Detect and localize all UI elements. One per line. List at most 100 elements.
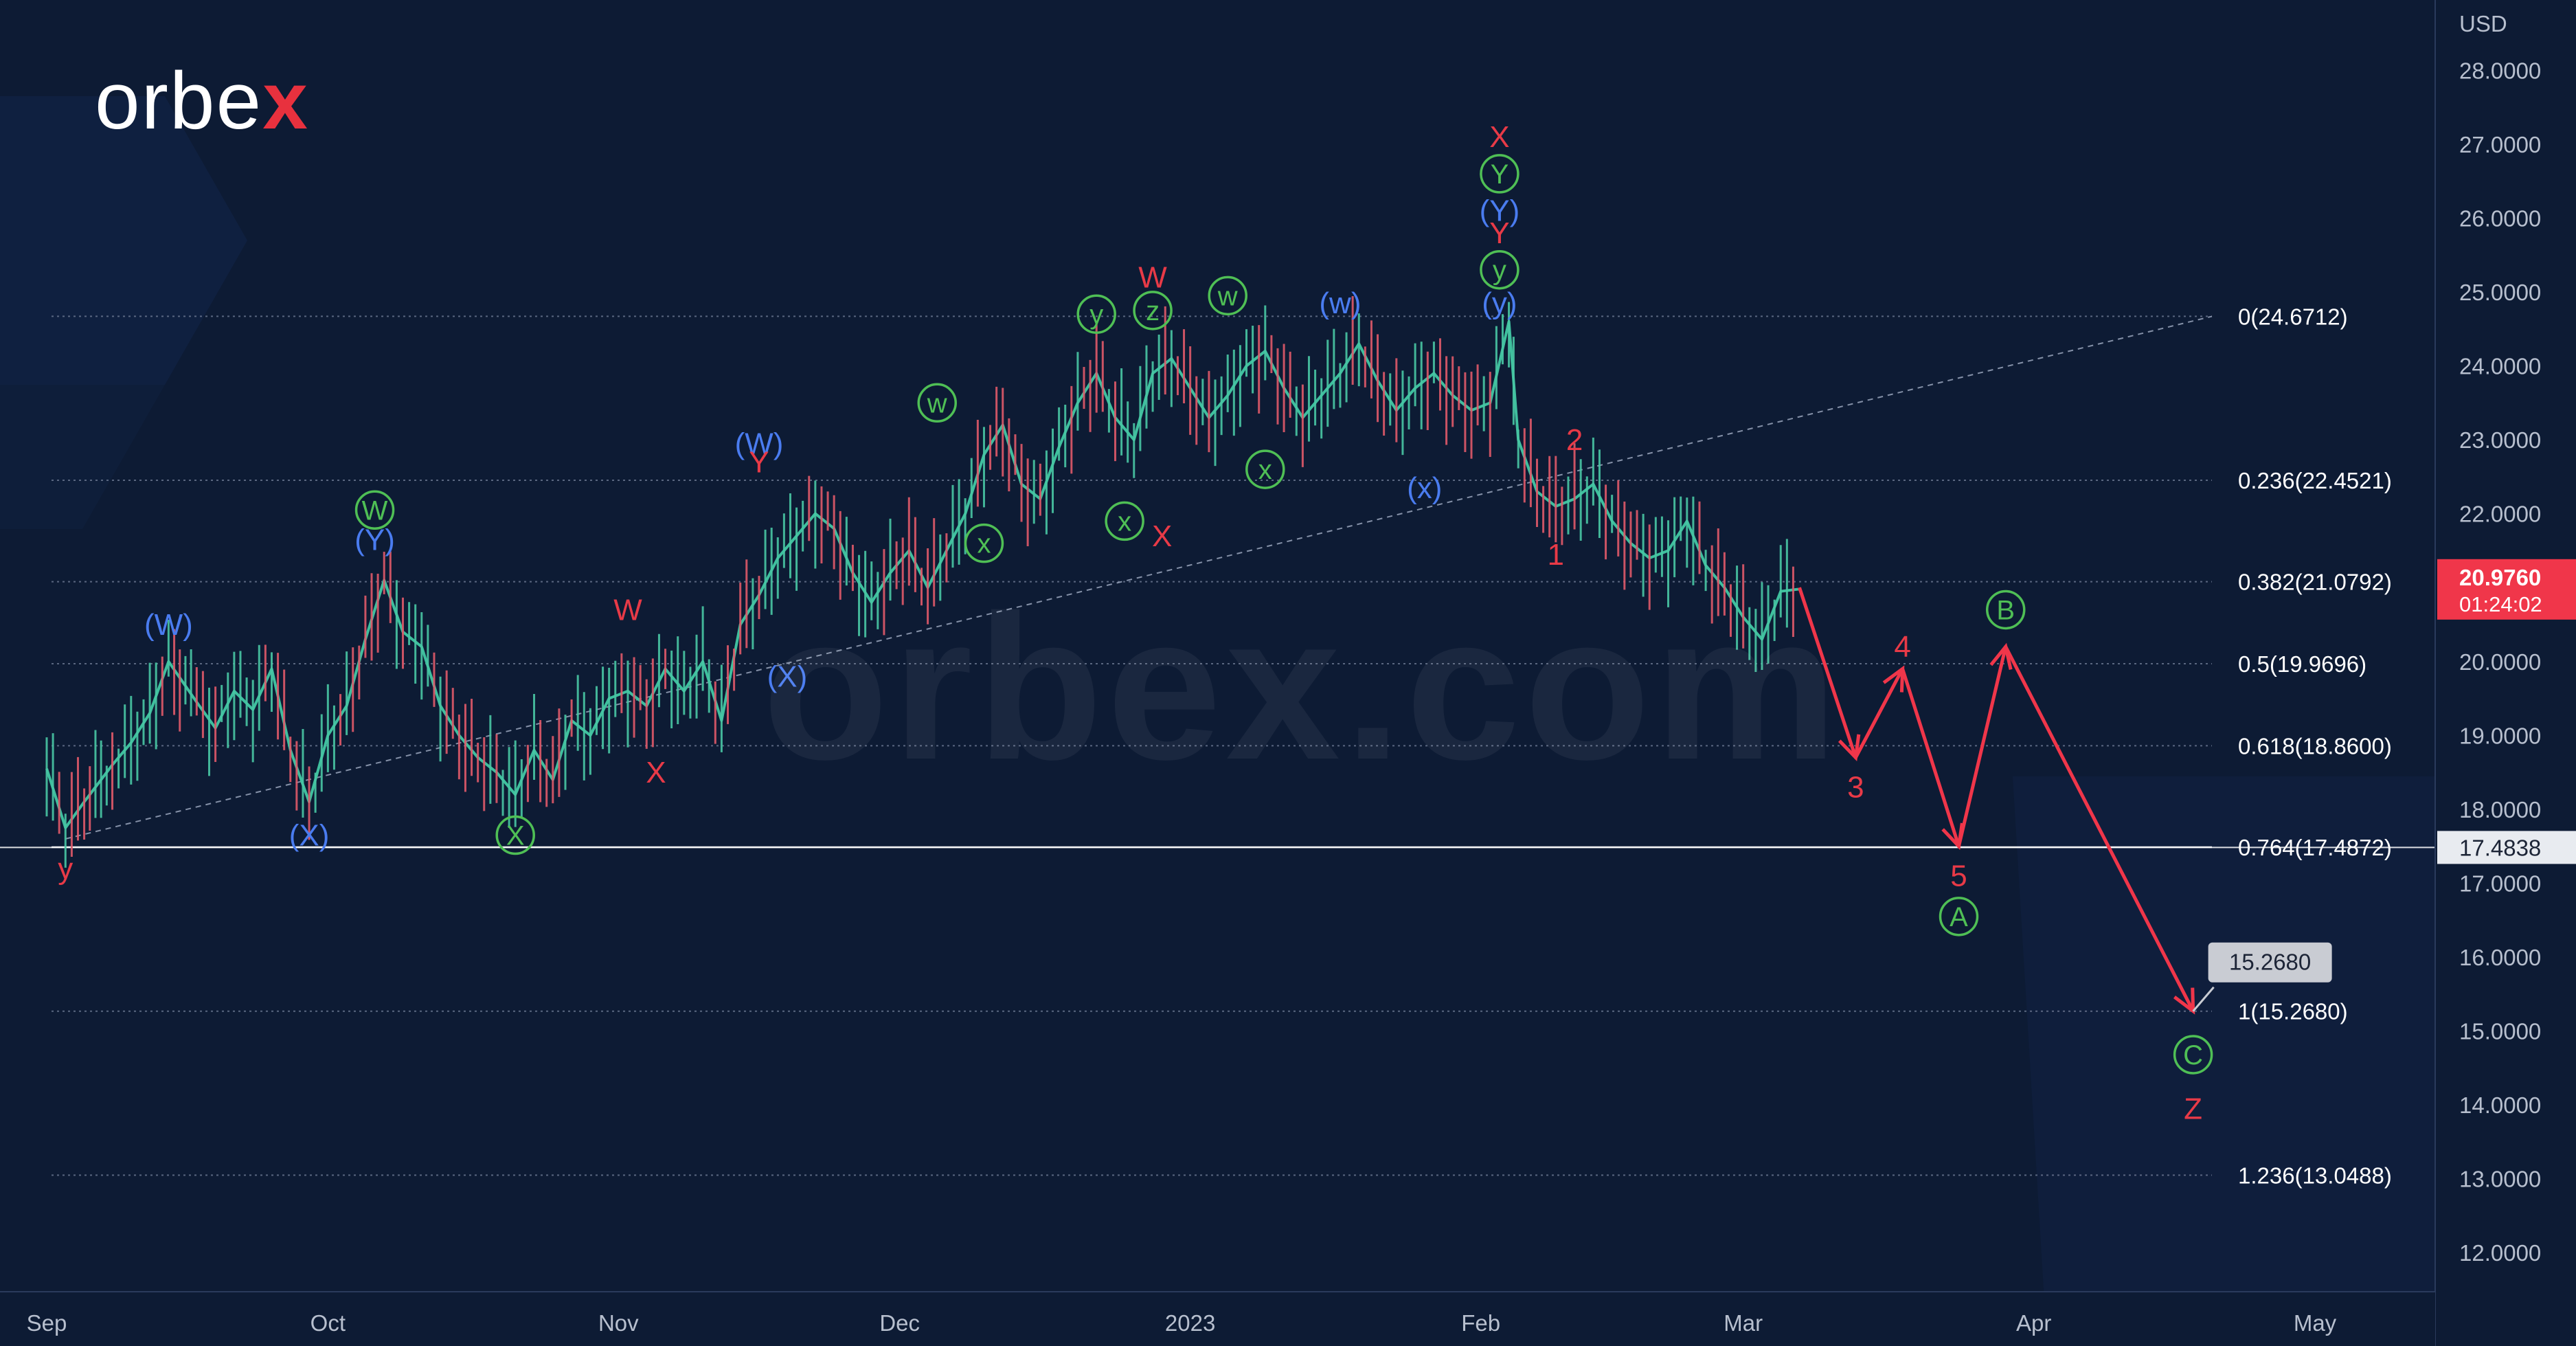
y-tick-label: 26.0000 [2459, 205, 2541, 231]
current-price: 20.9760 [2459, 565, 2541, 590]
x-tick-label: 2023 [1165, 1310, 1215, 1336]
y-axis-panel [2435, 0, 2576, 1346]
wave-label-circle [964, 523, 1004, 563]
wave-label-circle [1076, 294, 1116, 334]
wave-label: w [1217, 281, 1238, 311]
y-tick-label: 28.0000 [2459, 58, 2541, 83]
wave-label: (y) [1482, 287, 1517, 320]
wave-label: X [1152, 519, 1172, 553]
wave-label: z [1146, 296, 1160, 326]
wave-label-circle [1480, 154, 1519, 194]
forecast-path [1798, 587, 2195, 1012]
x-tick-label: May [2294, 1310, 2337, 1336]
trendline [65, 315, 2213, 840]
callout-pointer [2192, 986, 2215, 1012]
wave-label-circle [2173, 1035, 2213, 1075]
wave-label-circle [1245, 449, 1285, 489]
wave-label: (W) [735, 427, 784, 460]
wave-label: x [977, 529, 991, 559]
y-tick-label: 19.0000 [2459, 723, 2541, 748]
forecast-arrowhead [1941, 822, 1964, 851]
wave-label: 5 [1950, 860, 1967, 893]
fib-label: 1(15.2680) [2238, 999, 2348, 1024]
fib-grid: 0(24.6712) 0.236(22.4521) 0.382(21.0792) 0.… [0, 304, 2435, 1188]
wave-label: Z [2184, 1092, 2202, 1125]
forecast-arrowhead [1838, 734, 1861, 762]
wave-label: B [1996, 595, 2015, 625]
wave-label: Y [1489, 216, 1509, 250]
wave-label: y [58, 852, 73, 886]
x-tick-label: Feb [1461, 1310, 1500, 1336]
y-tick-label: 12.0000 [2459, 1240, 2541, 1266]
wave-label: 4 [1894, 630, 1910, 664]
wave-label: A [1950, 902, 1968, 932]
wave-label-circle [1939, 897, 1979, 936]
target-callout: 15.2680 [2229, 950, 2311, 975]
wave-label: 2 [1566, 423, 1583, 457]
y-tick-label: 23.0000 [2459, 427, 2541, 453]
x-tick-label: Nov [598, 1310, 639, 1336]
trendline-layer [65, 315, 2213, 840]
wave-label: 1 [1548, 538, 1564, 572]
x-tick-label: Apr [2016, 1310, 2051, 1336]
y-tick-label: 27.0000 [2459, 132, 2541, 157]
wave-label: w [927, 388, 947, 418]
x-tick-label: Mar [1724, 1310, 1763, 1336]
wave-label: W [1138, 260, 1167, 294]
forecast-layer: 15.2680 [1798, 587, 2332, 1015]
wave-label: X [506, 821, 525, 851]
fib-label: 0.382(21.0792) [2238, 570, 2392, 595]
x-axis-panel [0, 1292, 2435, 1346]
wave-label-circle [1133, 291, 1173, 330]
forecast-arrowhead [1989, 642, 2013, 670]
price-series-layer [45, 295, 1800, 868]
wave-label: X [1489, 120, 1509, 154]
fib-label: 0(24.6712) [2238, 304, 2348, 329]
wave-label: Y [749, 445, 769, 479]
wave-label: C [2183, 1040, 2203, 1070]
target-callout-box [2208, 942, 2332, 983]
wave-label-circle [1480, 249, 1519, 290]
wave-label: W [362, 495, 388, 526]
fib-label: 0.236(22.4521) [2238, 468, 2392, 493]
fib-label: 1.236(13.0488) [2238, 1163, 2392, 1188]
fib-label: 0.5(19.9696) [2238, 651, 2366, 677]
brand-logo-x: x [262, 56, 309, 146]
y-tick-label: 24.0000 [2459, 354, 2541, 379]
wave-label: y [1089, 300, 1103, 330]
wave-label: x [1258, 455, 1272, 485]
wave-label: (X) [767, 660, 808, 693]
y-tick-label: 22.0000 [2459, 502, 2541, 527]
wave-label-circle [495, 815, 535, 855]
wave-label-circle [917, 383, 957, 423]
x-tick-label: Dec [879, 1310, 920, 1336]
wave-label: (w) [1319, 287, 1361, 320]
x-tick-label: Sep [27, 1310, 67, 1336]
watermark: orbex.com [762, 572, 1842, 803]
forecast-arrowhead [1882, 665, 1905, 693]
current-price-tag [2437, 559, 2576, 620]
current-countdown: 01:24:02 [2459, 592, 2542, 616]
wave-label: (X) [289, 819, 330, 853]
y-tick-label: 15.0000 [2459, 1019, 2541, 1044]
y-tick-label: 17.0000 [2459, 871, 2541, 896]
wave-label: 3 [1847, 771, 1864, 805]
wave-label: W [613, 593, 642, 627]
wave-label: (Y) [1480, 194, 1520, 228]
wave-label: x [1118, 506, 1131, 537]
y-tick-label: 13.0000 [2459, 1167, 2541, 1192]
wave-labels-layer: y(W)(X)(Y)WXWX(W)Y(X)wxyxzWXwx(w)(x)(y)y… [58, 120, 2213, 1125]
brand-logo-text: orbe [95, 56, 263, 146]
brand-logo: orbex [95, 60, 309, 142]
crosshair-price: 17.4838 [2459, 835, 2541, 860]
y-tick-label: 20.0000 [2459, 649, 2541, 675]
background-decoration [0, 96, 2439, 1346]
wave-label: Y [1491, 159, 1509, 190]
y-axis-unit: USD [2459, 11, 2507, 36]
y-tick-label: 14.0000 [2459, 1092, 2541, 1118]
wave-label-circle [1985, 590, 2026, 630]
wave-label: y [1493, 256, 1506, 286]
